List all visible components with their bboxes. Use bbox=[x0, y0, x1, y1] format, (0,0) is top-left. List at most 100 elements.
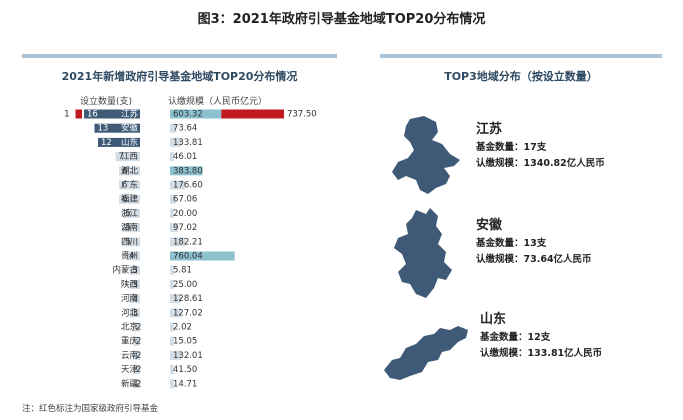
count-label: 2 bbox=[136, 323, 141, 333]
count-bar bbox=[133, 322, 140, 332]
count-bar bbox=[119, 194, 140, 204]
jiangsu-map-icon bbox=[392, 116, 460, 194]
province-count: 基金数量：17支 bbox=[476, 142, 547, 153]
scale-label: 127.02 bbox=[173, 308, 203, 318]
count-label: 5 bbox=[126, 209, 131, 219]
count-label: 2 bbox=[136, 379, 141, 389]
scale-bar bbox=[170, 123, 177, 133]
count-label: 6 bbox=[122, 195, 127, 205]
footnote: 注：红色标注为国家级政府引导基金 bbox=[22, 404, 159, 414]
category-label: 河北 bbox=[121, 307, 139, 318]
left-panel: 2021年新增政府引导基金地域TOP20分布情况 设立数量(支) 认缴规模（人民… bbox=[22, 54, 337, 400]
province-count: 基金数量：13支 bbox=[476, 238, 547, 249]
national-count-bar bbox=[75, 109, 82, 119]
category-label: 内蒙古 bbox=[112, 265, 138, 276]
scale-bar bbox=[170, 336, 174, 346]
scale-label: 97.02 bbox=[173, 223, 197, 233]
count-bar bbox=[119, 166, 140, 176]
count-label: 3 bbox=[133, 308, 138, 318]
national-scale-label: 737.50 bbox=[287, 110, 317, 120]
scale-label: 14.71 bbox=[173, 379, 197, 389]
scale-label: 2.02 bbox=[173, 323, 192, 333]
scale-label: 132.01 bbox=[173, 351, 203, 361]
category-label: 湖北 bbox=[121, 166, 139, 176]
count-label: 5 bbox=[126, 223, 131, 233]
category-label: 福建 bbox=[121, 194, 139, 205]
province-name: 安徽 bbox=[476, 218, 503, 233]
count-column-header: 设立数量(支) bbox=[80, 97, 133, 107]
count-label: 2 bbox=[136, 337, 141, 347]
category-label: 贵州 bbox=[121, 251, 138, 262]
count-label: 3 bbox=[133, 266, 138, 276]
scale-bar bbox=[170, 279, 174, 289]
right-panel-top-bar bbox=[380, 54, 662, 58]
scale-label: 73.64 bbox=[173, 124, 197, 134]
category-label: 陕西 bbox=[121, 279, 138, 290]
count-label: 6 bbox=[122, 166, 127, 176]
figure-title: 图3：2021年政府引导基金地域TOP20分布情况 bbox=[197, 12, 486, 27]
count-bar bbox=[129, 308, 140, 318]
scale-label: 182.21 bbox=[173, 237, 203, 247]
category-label: 安徽 bbox=[121, 123, 139, 134]
category-label: 云南 bbox=[121, 350, 138, 361]
scale-bar bbox=[170, 109, 222, 119]
count-bar bbox=[98, 137, 140, 147]
count-bar bbox=[133, 365, 140, 375]
category-label: 山东 bbox=[121, 137, 138, 148]
scale-bar bbox=[170, 308, 181, 318]
count-label: 16 bbox=[87, 110, 98, 120]
province-name: 江苏 bbox=[476, 122, 503, 137]
count-label: 3 bbox=[133, 294, 138, 304]
scale-label: 176.60 bbox=[173, 181, 203, 191]
category-label: 广东 bbox=[121, 180, 138, 191]
left-panel-title: 2021年新增政府引导基金地域TOP20分布情况 bbox=[61, 70, 298, 83]
category-label: 浙江 bbox=[121, 208, 139, 219]
scale-bar bbox=[170, 237, 186, 247]
scale-label: 5.81 bbox=[173, 266, 192, 276]
scale-label: 603.32 bbox=[173, 110, 203, 120]
count-label: 2 bbox=[136, 351, 141, 361]
count-bar bbox=[122, 237, 140, 247]
province-card-jiangsu: 江苏 基金数量：17支 认缴规模：1340.82亿人民币 bbox=[476, 118, 605, 169]
category-label: 重庆 bbox=[121, 336, 139, 347]
scale-bar bbox=[170, 166, 203, 176]
national-scale-bar bbox=[221, 109, 284, 119]
province-scale: 认缴规模：133.81亿人民币 bbox=[480, 348, 603, 359]
province-scale: 认缴规模：73.64亿人民币 bbox=[476, 254, 592, 265]
scale-bar bbox=[170, 379, 174, 389]
count-bar bbox=[129, 279, 140, 289]
province-scale: 认缴规模：1340.82亿人民币 bbox=[476, 158, 605, 169]
scale-label: 67.06 bbox=[173, 195, 197, 205]
count-bar bbox=[119, 180, 140, 190]
scale-bar bbox=[170, 350, 182, 360]
scale-bar bbox=[170, 365, 174, 375]
scale-label: 20.00 bbox=[173, 209, 197, 219]
count-label: 13 bbox=[98, 124, 109, 134]
count-bar bbox=[94, 123, 140, 133]
count-label: 12 bbox=[101, 138, 112, 148]
category-label: 新疆 bbox=[121, 378, 139, 389]
scale-column-header: 认缴规模（人民币亿元） bbox=[168, 97, 268, 107]
national-count-label: 1 bbox=[64, 110, 69, 120]
count-bar bbox=[129, 294, 140, 304]
scale-label: 383.80 bbox=[173, 166, 203, 176]
category-label: 江苏 bbox=[121, 109, 139, 120]
count-label: 6 bbox=[122, 181, 127, 191]
province-name: 山东 bbox=[480, 312, 507, 327]
count-bar bbox=[126, 251, 140, 261]
scale-bar bbox=[170, 152, 174, 162]
category-label: 天津 bbox=[121, 364, 139, 375]
count-bar bbox=[133, 379, 140, 389]
count-bar bbox=[133, 336, 140, 346]
scale-label: 46.01 bbox=[173, 152, 197, 162]
right-panel: TOP3地域分布（按设立数量） 江苏 基金数量：17支 认缴规模：1340.82… bbox=[380, 54, 662, 400]
scale-label: 128.61 bbox=[173, 294, 203, 304]
province-count: 基金数量：12支 bbox=[480, 332, 551, 343]
scale-bar bbox=[170, 180, 186, 190]
category-label: 四川 bbox=[121, 237, 138, 247]
left-panel-top-bar bbox=[22, 54, 337, 58]
scale-bar bbox=[170, 294, 181, 304]
scale-bar bbox=[170, 265, 174, 275]
scale-bar bbox=[170, 251, 235, 261]
count-label: 4 bbox=[129, 252, 134, 262]
